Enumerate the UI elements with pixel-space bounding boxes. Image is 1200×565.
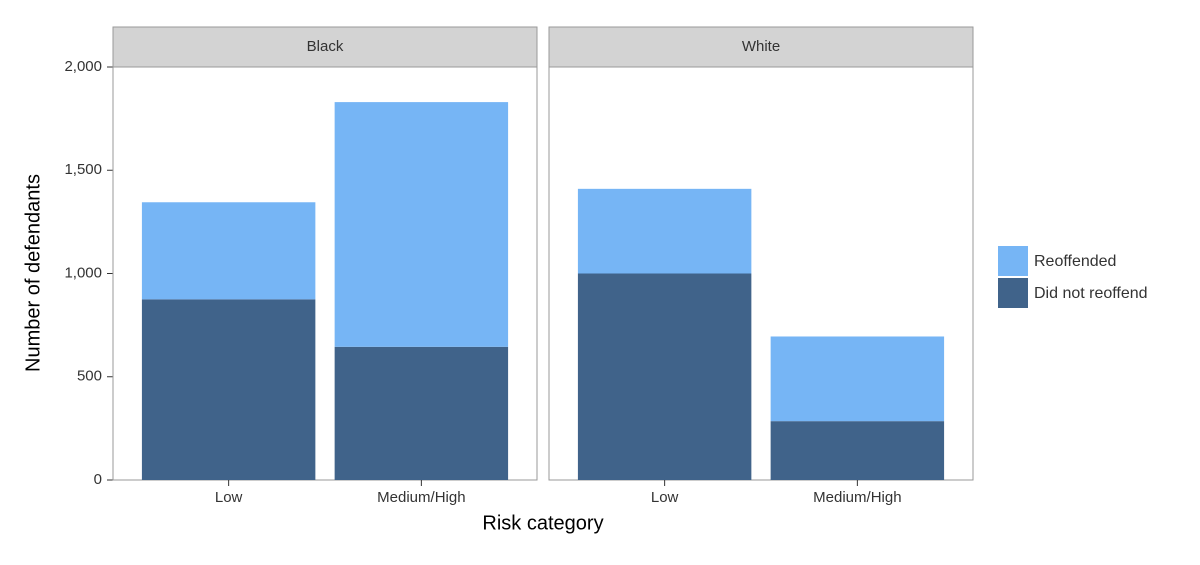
x-tick-label: Low: [215, 489, 243, 506]
legend-label: Reoffended: [1034, 253, 1116, 270]
bar: [577, 188, 752, 274]
bar: [770, 336, 945, 422]
legend-swatch: [998, 278, 1028, 308]
bar: [141, 299, 316, 480]
y-tick-label: 1,500: [64, 161, 102, 178]
y-tick-label: 1,000: [64, 264, 102, 281]
bar: [334, 346, 509, 480]
y-tick-label: 500: [77, 368, 102, 385]
y-tick-label: 0: [94, 471, 102, 488]
strip-label: White: [742, 38, 780, 55]
bar: [334, 102, 509, 347]
legend-label: Did not reoffend: [1034, 285, 1148, 302]
x-tick-label: Low: [651, 489, 679, 506]
bar: [141, 202, 316, 300]
strip-label: Black: [307, 38, 344, 55]
x-axis-title: Risk category: [482, 512, 603, 534]
legend-swatch: [998, 246, 1028, 276]
strip: [548, 26, 974, 68]
x-tick-label: Medium/High: [813, 489, 901, 506]
bar: [770, 421, 945, 480]
y-axis-title: Number of defendants: [22, 174, 44, 372]
y-tick-label: 2,000: [64, 58, 102, 75]
bar: [577, 273, 752, 480]
x-tick-label: Medium/High: [377, 489, 465, 506]
strip: [112, 26, 538, 68]
